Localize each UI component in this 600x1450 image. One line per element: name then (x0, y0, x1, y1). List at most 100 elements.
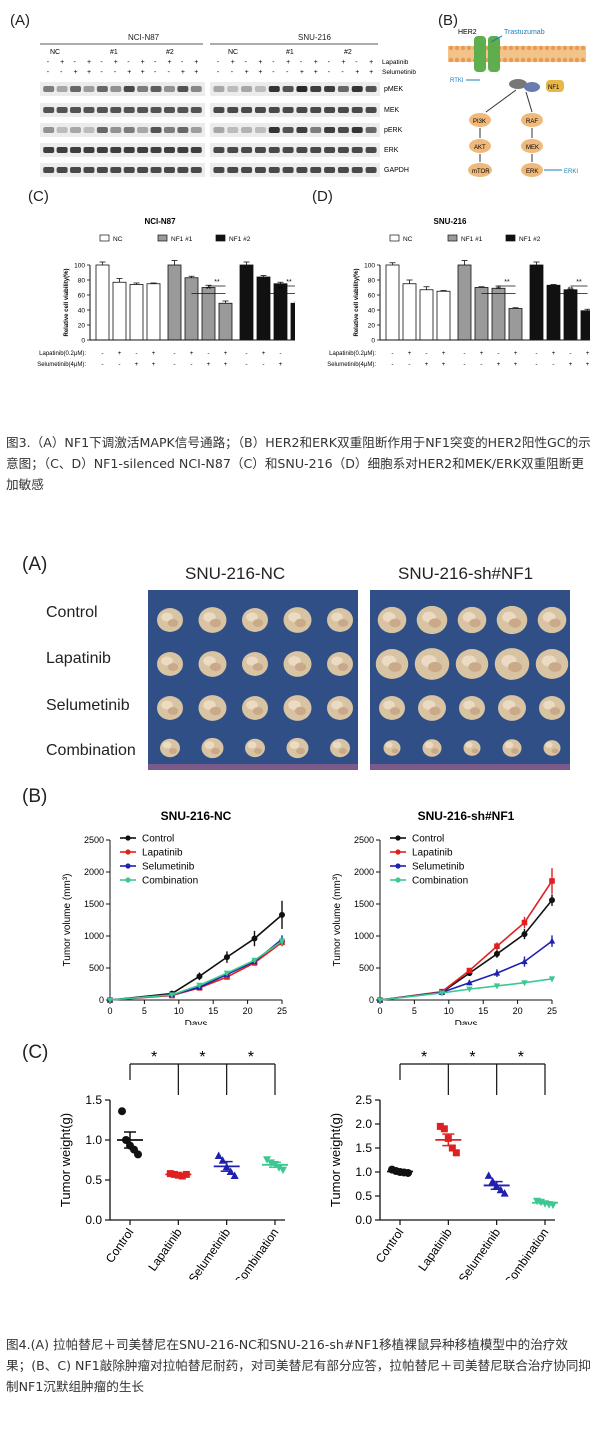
blot-band (227, 127, 239, 133)
y-axis-label: Tumor volume (mm³) (332, 874, 343, 967)
treatment-sign: + (114, 59, 118, 66)
x-row-sign: + (408, 350, 412, 357)
x-row-sign: + (262, 350, 266, 357)
label-mek: MEK (526, 145, 539, 151)
blot-band (150, 147, 162, 153)
y-tick-label: 60 (78, 293, 86, 300)
blot-band (282, 86, 294, 92)
x-row-sign: + (586, 361, 590, 368)
legend-marker (395, 849, 401, 855)
blot-band (282, 147, 294, 153)
tumor-shadow (388, 662, 402, 672)
data-point (466, 986, 473, 993)
blot-band (190, 107, 202, 113)
bar (563, 289, 578, 341)
x-row-sign: - (480, 361, 482, 368)
blot-band (213, 86, 225, 92)
blot-band (96, 147, 108, 153)
tumor-shadow (428, 661, 442, 673)
treatment-sign: - (154, 59, 157, 66)
data-point (521, 931, 528, 938)
blot-band (337, 167, 349, 173)
data-point (488, 1177, 497, 1185)
treatment-label-lapatinib: Lapatinib (382, 59, 409, 66)
line-chart-nc: SNU-216-NC 0 500 1000 1500 2000 2500 0 5 10 15 20 25… (62, 809, 287, 1025)
data-point (448, 1144, 456, 1152)
blot-band (43, 167, 55, 173)
group-label: #1 (110, 49, 118, 56)
treatment-sign: - (286, 69, 289, 76)
tumor-highlight (204, 741, 215, 749)
tumor-shadow (294, 662, 307, 672)
tumor-shadow (339, 748, 347, 754)
blot-band (310, 107, 322, 113)
significance-mark: ** (496, 287, 502, 294)
data-point (106, 997, 114, 1004)
row-label-lapatinib: Lapatinib (46, 650, 111, 667)
treatment-sign: - (328, 69, 331, 76)
x-tick-label: Control (103, 1226, 137, 1266)
blot-band (163, 167, 175, 173)
y-tick-label: 1.5 (85, 1093, 102, 1107)
x-row-sign: + (224, 361, 228, 368)
significance-mark: ** (286, 279, 292, 286)
tumor-highlight (161, 612, 173, 622)
tumor-shadow (252, 707, 264, 715)
blot-band (351, 127, 363, 133)
legend-label: Selumetinib (142, 862, 195, 873)
tumor-highlight (543, 700, 555, 710)
x-tick-label: 5 (142, 1006, 147, 1016)
x-tick-label: 25 (547, 1006, 557, 1016)
label-akt: AKT (474, 145, 486, 151)
fig3-panel-c-letter: (C) (28, 188, 49, 205)
legend-marker (125, 863, 131, 869)
blot-band (296, 147, 308, 153)
x-row-sign: - (245, 361, 247, 368)
y-tick-label: 2000 (84, 867, 104, 877)
blot-band (150, 167, 162, 173)
tumor-shadow (252, 663, 264, 671)
blot-band (296, 127, 308, 133)
tumor-shadow (429, 706, 441, 716)
blot-band (96, 86, 108, 92)
series-line (379, 899, 553, 1001)
x-row-sign: - (552, 361, 554, 368)
label-erk: ERK (526, 169, 538, 175)
bar (146, 283, 161, 341)
bar (529, 264, 544, 341)
row-label-combination: Combination (46, 742, 136, 759)
tumor-highlight (424, 741, 434, 749)
blot-band (324, 86, 336, 92)
data-point (493, 969, 501, 976)
membrane-lipid (508, 57, 514, 63)
tumor-shadow (469, 707, 481, 715)
row-label-control: Control (46, 604, 98, 621)
x-row-sign: + (190, 350, 194, 357)
treatment-sign: + (369, 69, 373, 76)
x-row-sign: - (190, 361, 192, 368)
bar (95, 264, 110, 341)
y-tick-label: 2.0 (355, 1117, 372, 1131)
treatment-sign: - (231, 69, 234, 76)
label-raf: RAF (526, 119, 538, 125)
fig3-panel-a-letter: (A) (10, 12, 30, 29)
tumor (422, 739, 442, 757)
y-tick-label: 0.0 (355, 1213, 372, 1227)
blot-band (70, 127, 82, 133)
treatment-sign: - (217, 69, 220, 76)
series-line (109, 940, 283, 1001)
x-row-sign: + (552, 350, 556, 357)
band-label-pmek: pMEK (384, 86, 403, 93)
bar (256, 276, 271, 341)
x-axis-label: Days (455, 1019, 478, 1025)
data-point (376, 997, 384, 1004)
y-tick-label: 0.5 (85, 1173, 102, 1187)
blot-band (123, 107, 135, 113)
blot-band (110, 127, 122, 133)
y-tick-label: 2000 (354, 867, 374, 877)
data-point (438, 990, 446, 997)
y-tick-label: 1.5 (355, 1141, 372, 1155)
x-row-sign: - (535, 361, 537, 368)
her2-receptor (474, 36, 486, 72)
membrane-lipid (538, 45, 544, 51)
